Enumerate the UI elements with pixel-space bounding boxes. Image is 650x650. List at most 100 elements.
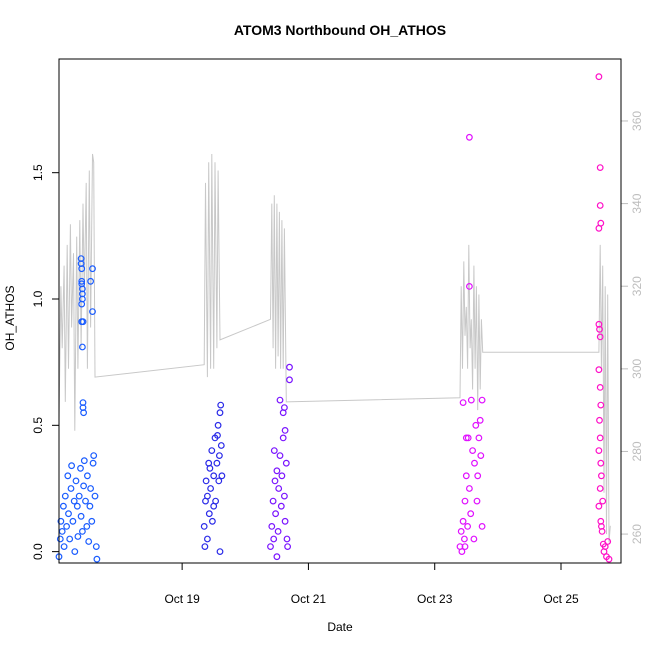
data-point [89, 459, 97, 467]
data-point [271, 477, 279, 485]
data-point [596, 164, 604, 172]
data-point [213, 459, 221, 467]
data-point [478, 396, 486, 404]
y-tick-label: 1.0 [31, 290, 45, 307]
data-point [282, 459, 290, 467]
data-point [86, 502, 94, 510]
data-point [215, 452, 223, 460]
data-point [596, 333, 604, 341]
data-point [474, 472, 482, 480]
series-3 [267, 363, 293, 561]
data-point [73, 502, 81, 510]
data-point [77, 512, 85, 520]
data-point [66, 535, 74, 543]
data-point [70, 497, 78, 505]
data-point [277, 502, 285, 510]
data-point [595, 73, 603, 81]
data-point [275, 485, 283, 492]
data-point [461, 535, 468, 543]
data-point [202, 477, 210, 485]
data-point [89, 265, 96, 273]
data-point [77, 464, 84, 472]
x-tick-label: Oct 25 [543, 592, 579, 606]
data-point [67, 485, 75, 492]
data-point [457, 528, 465, 535]
data-point [208, 517, 216, 525]
data-point [596, 485, 604, 492]
data-point [470, 535, 478, 543]
data-point [459, 517, 467, 525]
data-point [598, 523, 605, 530]
data-point [281, 517, 289, 525]
data-point [283, 535, 291, 543]
plot-frame [58, 58, 622, 564]
data-point [597, 459, 605, 467]
data-point [214, 432, 221, 439]
data-point [476, 416, 484, 424]
data-point [78, 277, 86, 285]
data-point [56, 535, 64, 543]
data-points-layer [55, 73, 613, 563]
data-point [281, 492, 288, 500]
data-point [207, 485, 215, 492]
data-point [472, 421, 480, 429]
data-point [284, 543, 292, 550]
data-point [458, 548, 466, 555]
data-point [61, 492, 69, 500]
y2-tick-label: 320 [630, 276, 644, 296]
data-point [60, 543, 68, 550]
data-point [78, 285, 86, 293]
data-point [208, 447, 216, 455]
data-point [83, 472, 91, 480]
data-point [74, 533, 82, 540]
data-point [85, 538, 93, 545]
data-point [69, 517, 77, 525]
data-point [595, 366, 603, 374]
secondary-series-line [58, 153, 611, 543]
data-point [598, 472, 605, 480]
data-point [92, 543, 100, 550]
data-point [68, 462, 75, 470]
data-point [72, 477, 80, 485]
data-point [63, 523, 70, 530]
data-point [459, 399, 467, 407]
data-point [79, 399, 87, 407]
data-point [273, 467, 281, 475]
data-point [478, 523, 486, 530]
data-point [57, 517, 65, 525]
data-point [58, 528, 66, 535]
data-point [83, 523, 91, 530]
data-point [273, 553, 281, 561]
data-point [279, 434, 287, 442]
series-1 [55, 255, 101, 563]
chart-title: ATOM3 Northbound OH_ATHOS [234, 22, 446, 38]
data-point [205, 510, 213, 518]
data-point [272, 510, 280, 518]
axes-layer: Oct 19 Oct 21 Oct 23 Oct 25 0.0 0.5 1.0 1.5 260 2… [31, 111, 644, 606]
data-point [78, 318, 86, 326]
data-point [471, 459, 478, 467]
data-point [80, 482, 87, 490]
y-tick-label: 0.0 [31, 543, 45, 560]
data-point [604, 538, 612, 545]
data-point [210, 472, 218, 480]
data-point [276, 396, 284, 404]
data-point [475, 434, 483, 442]
data-point [210, 502, 218, 510]
data-point [71, 548, 79, 555]
data-point [269, 497, 277, 505]
data-point [91, 492, 99, 500]
data-point [462, 434, 470, 442]
data-point [469, 447, 477, 455]
y2-tick-label: 300 [630, 359, 644, 379]
data-point [78, 343, 86, 351]
data-point [464, 523, 472, 530]
data-point [267, 543, 274, 550]
series-5 [595, 73, 613, 563]
data-point [467, 510, 475, 518]
data-point [274, 528, 282, 535]
data-point [216, 548, 224, 555]
data-point [462, 472, 470, 480]
data-point [596, 325, 603, 333]
data-point [596, 202, 604, 209]
